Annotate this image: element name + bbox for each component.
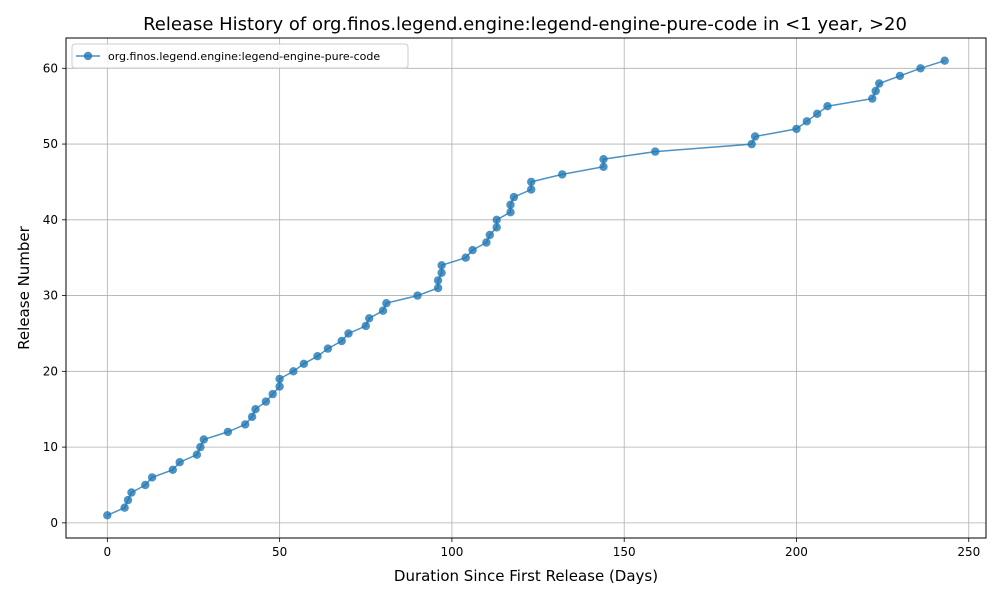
data-point bbox=[823, 102, 832, 111]
data-point bbox=[275, 382, 284, 391]
data-point bbox=[895, 71, 905, 81]
data-point bbox=[241, 420, 250, 429]
data-point bbox=[147, 473, 157, 482]
data-point bbox=[527, 185, 536, 194]
y-tick-label: 0 bbox=[50, 516, 58, 530]
legend-box bbox=[71, 43, 409, 69]
data-point bbox=[378, 306, 388, 315]
data-point bbox=[868, 94, 877, 103]
axis-ticks: 0 50 100 150 200 250 0 10 20 30 40 50 60 bbox=[43, 61, 981, 559]
y-tick-label: 60 bbox=[43, 61, 58, 75]
data-point bbox=[482, 238, 491, 247]
legend-label: org.finos.legend.engine:legend-engine-pu… bbox=[108, 50, 380, 63]
data-point bbox=[261, 397, 271, 406]
data-point bbox=[747, 139, 756, 149]
data-point bbox=[461, 253, 470, 262]
plot-frame bbox=[65, 37, 987, 539]
data-point bbox=[506, 208, 515, 217]
data-point bbox=[141, 480, 150, 490]
data-point bbox=[103, 511, 112, 520]
y-tick-label: 10 bbox=[43, 440, 58, 454]
y-axis-label: Release Number bbox=[15, 225, 33, 349]
data-point bbox=[492, 223, 501, 232]
data-point bbox=[875, 79, 884, 88]
y-tick-label: 20 bbox=[43, 364, 58, 378]
data-point bbox=[361, 321, 370, 331]
data-point bbox=[365, 314, 374, 323]
chart-title: Release History of org.finos.legend.engi… bbox=[143, 14, 907, 35]
data-point bbox=[509, 192, 519, 202]
data-point bbox=[437, 261, 446, 270]
x-tick-label: 250 bbox=[957, 545, 980, 559]
data-point bbox=[485, 230, 494, 240]
data-point bbox=[492, 215, 501, 224]
data-point bbox=[344, 329, 353, 338]
data-point bbox=[199, 435, 208, 444]
data-point bbox=[127, 488, 136, 497]
x-tick-label: 50 bbox=[272, 545, 287, 559]
legend: org.finos.legend.engine:legend-engine-pu… bbox=[71, 43, 409, 69]
data-point bbox=[792, 124, 801, 134]
data-point bbox=[813, 109, 822, 119]
data-point bbox=[802, 117, 811, 126]
data-point bbox=[916, 64, 925, 73]
data-point bbox=[871, 86, 880, 96]
data-point bbox=[413, 291, 422, 300]
data-point bbox=[506, 200, 515, 209]
data-point bbox=[192, 450, 202, 459]
data-point bbox=[940, 56, 949, 65]
data-point bbox=[750, 132, 760, 141]
x-tick-label: 200 bbox=[785, 545, 808, 559]
data-point bbox=[120, 503, 129, 512]
data-point bbox=[247, 412, 257, 421]
data-point bbox=[268, 389, 277, 399]
data-point bbox=[599, 155, 608, 164]
data-point bbox=[223, 427, 233, 437]
data-point bbox=[251, 405, 260, 414]
data-point bbox=[599, 162, 608, 171]
data-point bbox=[123, 495, 133, 505]
data-point bbox=[527, 177, 536, 187]
data-point bbox=[382, 299, 391, 308]
data-point bbox=[196, 442, 205, 452]
data-point bbox=[175, 458, 184, 467]
grid-lines bbox=[66, 38, 986, 538]
data-point bbox=[275, 374, 284, 384]
y-tick-label: 50 bbox=[43, 137, 58, 151]
x-axis-label: Duration Since First Release (Days) bbox=[394, 567, 658, 585]
data-point bbox=[337, 336, 346, 346]
x-tick-label: 100 bbox=[440, 545, 463, 559]
y-tick-label: 40 bbox=[43, 213, 58, 227]
data-point bbox=[433, 283, 443, 293]
data-point bbox=[437, 268, 446, 277]
data-point bbox=[323, 344, 333, 353]
y-tick-label: 30 bbox=[43, 289, 58, 303]
x-tick-label: 0 bbox=[104, 545, 112, 559]
legend-marker-swatch bbox=[83, 51, 93, 61]
data-point bbox=[299, 359, 308, 368]
series-layer bbox=[103, 56, 949, 520]
data-point bbox=[651, 147, 660, 156]
data-point bbox=[558, 170, 567, 179]
data-point bbox=[433, 276, 443, 285]
data-point bbox=[289, 367, 298, 376]
x-tick-label: 150 bbox=[613, 545, 636, 559]
data-point bbox=[168, 465, 177, 474]
data-point bbox=[313, 352, 322, 361]
data-point bbox=[468, 245, 477, 255]
